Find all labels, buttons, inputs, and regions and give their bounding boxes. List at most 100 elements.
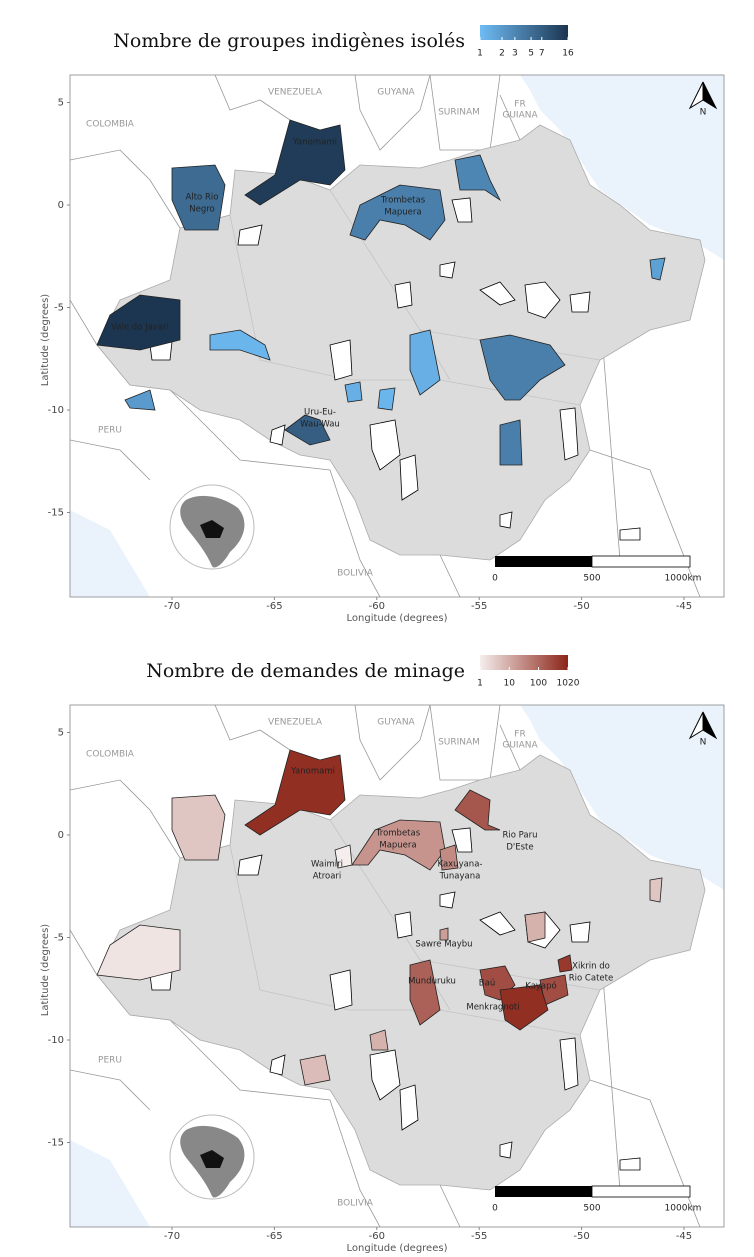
country-label: COLOMBIA bbox=[86, 750, 135, 760]
territory-label: Menkragnoti bbox=[466, 1003, 519, 1013]
country-border bbox=[214, 705, 291, 751]
y-tick-label: -10 bbox=[48, 405, 64, 416]
territory-label: Sawre Maybu bbox=[415, 940, 472, 950]
territory-other bbox=[394, 281, 413, 309]
territory-other bbox=[269, 424, 286, 446]
territory-label: Xikrin do bbox=[572, 962, 610, 972]
territory bbox=[409, 959, 441, 1026]
territory bbox=[557, 954, 573, 973]
scale-label: 1000km bbox=[665, 574, 702, 584]
territory bbox=[209, 329, 271, 361]
territory bbox=[439, 844, 459, 871]
map-area: Yanomami Alto Rio Negro Trombetas Mapuera Val… bbox=[70, 75, 724, 597]
country-label: COLOMBIA bbox=[86, 120, 135, 130]
country-border bbox=[499, 94, 521, 141]
territory-label: Mapuera bbox=[384, 208, 421, 218]
scale-label: 0 bbox=[492, 1204, 498, 1214]
territory-other bbox=[499, 511, 513, 529]
territory bbox=[244, 749, 346, 836]
territory-other bbox=[559, 407, 579, 461]
territory-label: Rio Paru bbox=[502, 831, 537, 841]
country-label: VENEZUELA bbox=[268, 88, 323, 98]
country-label: SURINAM bbox=[438, 108, 480, 118]
country-label: PERU bbox=[98, 1056, 122, 1066]
country-label: PERU bbox=[98, 426, 122, 436]
country-label: SURINAM bbox=[438, 738, 480, 748]
territory-other bbox=[451, 827, 473, 853]
y-tick-label: 0 bbox=[58, 830, 64, 841]
x-tick-label: -55 bbox=[471, 601, 487, 612]
territory bbox=[299, 1054, 331, 1086]
y-tick-label: 5 bbox=[58, 98, 64, 109]
map-panel: Nombre de demandes de minage 1 10 100 1020 Ya… bbox=[40, 655, 725, 1254]
territory-other bbox=[569, 291, 591, 313]
legend-tick-label: 100 bbox=[530, 679, 547, 689]
territory-label: Baú bbox=[479, 979, 495, 989]
x-tick-label: -45 bbox=[676, 601, 692, 612]
scale-black bbox=[495, 1186, 592, 1197]
territory bbox=[454, 154, 502, 202]
legend-tick-label: 2 bbox=[499, 49, 505, 59]
scale-label: 0 bbox=[492, 574, 498, 584]
country-border bbox=[439, 554, 461, 597]
y-tick-label: -5 bbox=[54, 933, 64, 944]
globe-amazon bbox=[200, 520, 224, 538]
country-label: FR bbox=[514, 100, 525, 110]
territory-other bbox=[399, 454, 419, 501]
north-label: N bbox=[700, 738, 707, 748]
territory bbox=[377, 387, 396, 411]
territory bbox=[171, 164, 226, 231]
country-label: GUYANA bbox=[377, 88, 415, 98]
country-border bbox=[439, 1184, 461, 1227]
territory-other bbox=[499, 1141, 513, 1159]
country-label: BOLIVIA bbox=[337, 569, 374, 579]
territory bbox=[334, 844, 353, 869]
territory bbox=[171, 794, 226, 861]
legend-tick-label: 3 bbox=[512, 49, 518, 59]
territory bbox=[499, 419, 523, 466]
country-border bbox=[70, 149, 181, 229]
map-area: Yanomami Trombetas Mapuera Waimiri Atroari Ka… bbox=[70, 705, 724, 1227]
territory bbox=[349, 184, 446, 241]
x-tick-label: -60 bbox=[369, 601, 385, 612]
territory bbox=[479, 334, 566, 401]
territory-other bbox=[399, 1084, 419, 1131]
territory-label: Trombetas bbox=[380, 196, 426, 206]
map-frame bbox=[69, 704, 725, 1228]
y-tick-label: 0 bbox=[58, 200, 64, 211]
territory-label: Kaxuyana- bbox=[438, 860, 483, 870]
territory-other bbox=[329, 969, 353, 1011]
territory-label: Yanomami bbox=[292, 138, 337, 148]
territory bbox=[439, 927, 449, 941]
territory bbox=[499, 984, 549, 1031]
territory bbox=[96, 294, 181, 351]
x-tick-label: -50 bbox=[573, 1231, 589, 1242]
legend-tick-label: 7 bbox=[539, 49, 545, 59]
country-border bbox=[70, 779, 181, 859]
territory-other bbox=[237, 224, 263, 246]
country-border bbox=[429, 75, 501, 151]
country-border bbox=[354, 705, 431, 781]
legend-colorbar bbox=[480, 655, 568, 670]
y-tick-label: -15 bbox=[48, 508, 64, 519]
territory-label: Rio Catete bbox=[569, 974, 613, 984]
territory-other bbox=[329, 339, 353, 381]
territory-other bbox=[569, 921, 591, 943]
x-tick-label: -50 bbox=[573, 601, 589, 612]
y-axis-label: Latitude (degrees) bbox=[40, 924, 51, 1016]
territory-other bbox=[479, 911, 516, 936]
territory-other bbox=[524, 281, 561, 319]
country-border bbox=[429, 705, 501, 781]
country-border bbox=[70, 1069, 151, 1111]
map-title: Nombre de demandes de minage bbox=[146, 660, 465, 682]
country-label: BOLIVIA bbox=[337, 1199, 374, 1209]
map-frame bbox=[69, 74, 725, 598]
territory-other bbox=[269, 1054, 286, 1076]
globe-amazon bbox=[200, 1150, 224, 1168]
legend-tick-label: 1020 bbox=[557, 679, 580, 689]
territory-other bbox=[439, 261, 456, 279]
territory-other bbox=[619, 1157, 641, 1171]
legend-tick-label: 1 bbox=[477, 679, 483, 689]
